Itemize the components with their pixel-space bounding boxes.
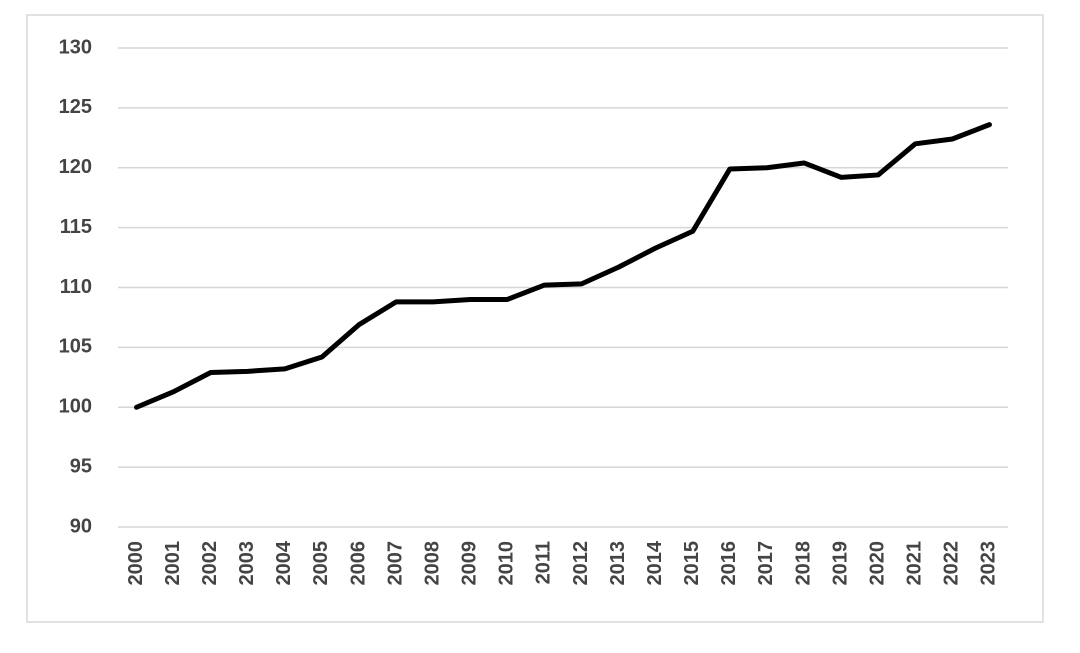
x-tick-label: 2021 [904,541,926,586]
y-tick-label: 100 [59,396,92,418]
x-tick-label: 2017 [755,541,777,586]
x-tick-label: 2006 [347,541,369,586]
data-line [134,122,992,410]
y-tick-label: 90 [70,515,92,537]
x-tick-label: 2014 [644,540,666,585]
x-tick-label: 2010 [496,541,518,586]
y-tick-label: 130 [59,36,92,58]
x-tick-label: 2002 [199,541,221,586]
x-tick-label: 2013 [607,541,629,586]
y-tick-label: 125 [59,96,92,118]
x-tick-label: 2005 [310,541,332,586]
x-tick-label: 2003 [236,541,258,586]
x-tick-label: 2007 [384,541,406,586]
x-tick-label: 2001 [162,541,184,586]
x-tick-label: 2009 [459,541,481,586]
x-tick-label: 2023 [978,541,1000,586]
y-tick-label: 95 [70,455,92,477]
y-tick-label: 105 [59,336,92,358]
x-tick-label: 2004 [273,540,295,585]
x-tick-label: 2012 [570,541,592,586]
x-tick-label: 2000 [125,541,147,586]
x-tick-label: 2018 [792,541,814,586]
x-tick-label: 2022 [941,541,963,586]
x-tick-label: 2008 [421,541,443,586]
chart-frame [26,14,1044,623]
y-tick-label: 115 [60,216,92,238]
y-tick-label: 110 [60,276,92,298]
x-tick-label: 2015 [681,541,703,586]
x-tick-label: 2019 [829,541,851,586]
x-tick-label: 2011 [533,541,555,584]
y-tick-label: 120 [59,156,92,178]
x-tick-label: 2020 [866,541,888,586]
x-tick-label: 2016 [718,541,740,586]
